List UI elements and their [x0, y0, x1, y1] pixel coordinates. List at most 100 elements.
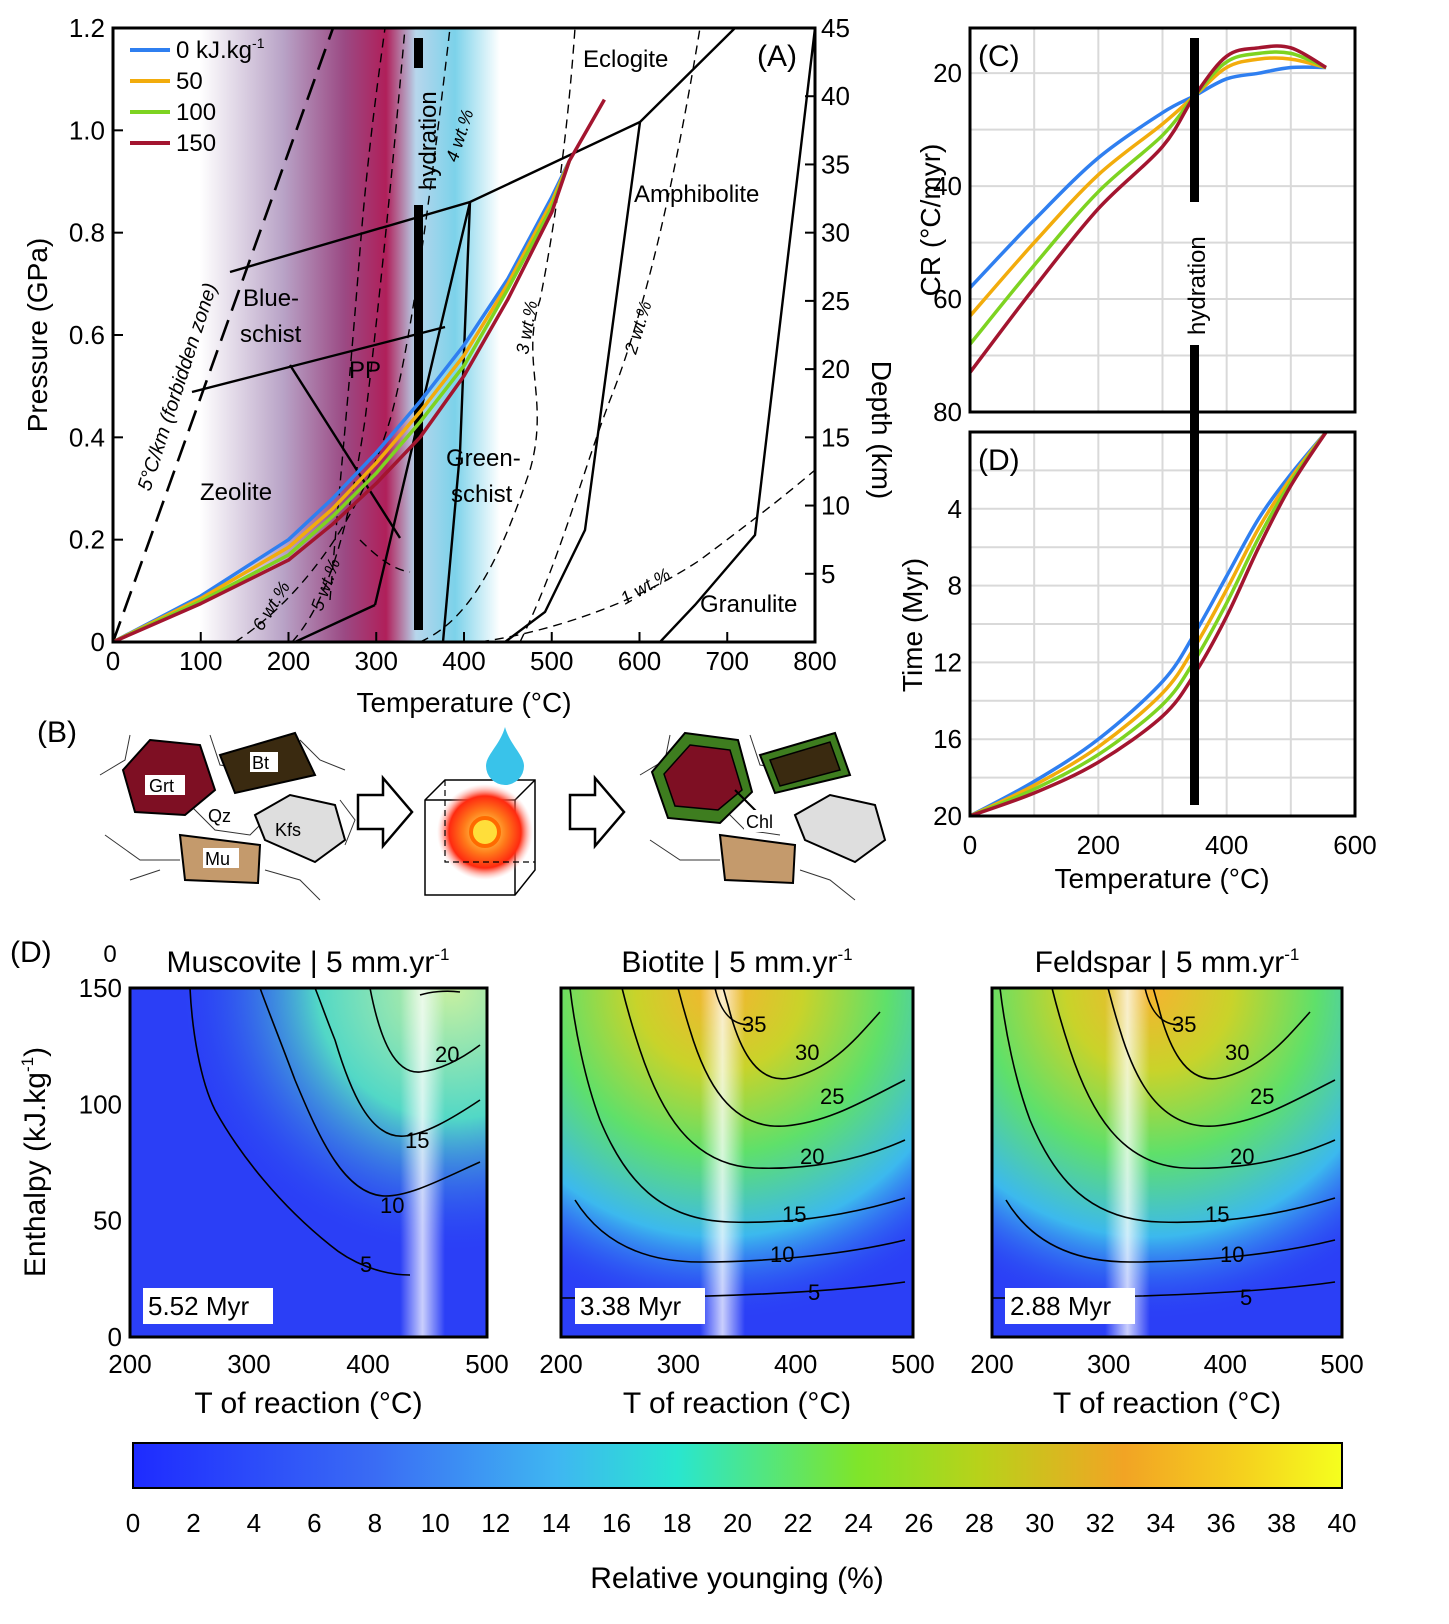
- colorbar-tick-label: 22: [783, 1508, 812, 1538]
- e-xtick-label: 500: [891, 1349, 934, 1379]
- colorbar-tick-label: 24: [844, 1508, 873, 1538]
- ytick-label: 80: [933, 397, 962, 427]
- a-y2tick-label: 35: [821, 149, 850, 179]
- legend-a: 0 kJ.kg-1 50 100 150: [130, 35, 265, 157]
- e-xlabel: T of reaction (°C): [1053, 1387, 1281, 1420]
- e-xtick-label: 300: [1087, 1349, 1130, 1379]
- e-xtick-label: 300: [227, 1349, 270, 1379]
- a-xtick-label: 100: [179, 646, 222, 676]
- panel-e-top-tick: 0: [103, 941, 116, 968]
- chlorite-label-box: [744, 810, 778, 832]
- a-y2tick-label: 20: [821, 354, 850, 384]
- colorbar-tick-label: 10: [421, 1508, 450, 1538]
- colorbar-tick-label: 38: [1267, 1508, 1296, 1538]
- biotite-time-box: [575, 1288, 705, 1324]
- panel-a-y2label: Depth (km): [866, 361, 897, 499]
- contour-label-30: 30: [795, 1040, 819, 1065]
- garnet-grain-right: [663, 744, 743, 811]
- facies-boundaries: [191, 28, 815, 642]
- contour-label-25: 25: [820, 1084, 844, 1109]
- ytick-label: 12: [933, 647, 962, 677]
- legend-label-0: 0 kJ.kg-1: [176, 35, 265, 64]
- xtick-label: 600: [1333, 830, 1376, 860]
- heatmap-feldspar-contours: [991, 987, 1336, 1299]
- hydration-bar-c-top: [1190, 38, 1199, 202]
- arrow-right-icon-2: [568, 774, 626, 850]
- panel-b-label: (B): [37, 716, 77, 749]
- panel-e-heatmaps: (D) 0 5 10 15 20 5.52 Myr Muscovite | 5 …: [10, 936, 1364, 1420]
- muscovite-label: Mu: [205, 849, 230, 869]
- ytick-label: 40: [933, 171, 962, 201]
- contour-label-10: 10: [380, 1193, 404, 1218]
- a-ytick-label: 0.6: [69, 320, 105, 350]
- colorbar-tick-label: 16: [602, 1508, 631, 1538]
- heatmap-muscovite-glow: [400, 988, 445, 1337]
- heatmap-biotite-contours: [560, 987, 906, 1299]
- colorbar-tick-label: 26: [904, 1508, 933, 1538]
- series-c-line-3: [970, 44, 1327, 374]
- garnet-label: Grt: [149, 776, 174, 796]
- a-xtick-label: 400: [442, 646, 485, 676]
- facies-greenschist-2: schist: [451, 481, 513, 508]
- heated-cube: [424, 727, 536, 896]
- series-a-line-2: [113, 160, 571, 642]
- hydration-bar-cd: [1190, 345, 1199, 805]
- e-xtick-label: 500: [465, 1349, 508, 1379]
- panel-a-label: (A): [757, 40, 797, 73]
- e-xtick-label: 400: [774, 1349, 817, 1379]
- e-xtick-label: 300: [657, 1349, 700, 1379]
- a-y2tick-label: 10: [821, 491, 850, 521]
- ytick-label: 8: [948, 571, 962, 601]
- panel-c-frame: [968, 26, 1357, 414]
- a-xtick-label: 700: [706, 646, 749, 676]
- colorbar-label: Relative younging (%): [590, 1562, 883, 1595]
- hydration-label-a: hydration: [415, 91, 442, 190]
- colorbar-tick-label: 0: [126, 1508, 140, 1538]
- panel-a-pt-diagram: (A) Eclogite Amphibolite Blue- schist PP…: [22, 13, 897, 718]
- contour-label-5: 5: [808, 1280, 820, 1305]
- a-xtick-label: 800: [793, 646, 836, 676]
- facies-zeolite: Zeolite: [200, 479, 272, 506]
- e-xlabel: T of reaction (°C): [194, 1387, 422, 1420]
- contour-label-30: 30: [1225, 1040, 1249, 1065]
- heatmap-biotite-glow: [700, 988, 745, 1337]
- colorbar: 0 2 4 6 8 10 12 14 16 18 20 22 24 26 28 30 32 34 36 38 40 Re…: [126, 1442, 1356, 1595]
- ytick-label: 20: [933, 801, 962, 831]
- biotite-label-box: [250, 752, 278, 772]
- a-ytick-label: 0.8: [69, 218, 105, 248]
- contour-label-25: 25: [1250, 1084, 1274, 1109]
- colorbar-tick-label: 28: [965, 1508, 994, 1538]
- heatmap-muscovite-contours: [189, 987, 481, 1276]
- series-a-group: [113, 98, 606, 642]
- e-xtick-label: 200: [539, 1349, 582, 1379]
- series-a-line-3: [113, 98, 606, 642]
- contour-label-20: 20: [435, 1042, 459, 1067]
- contour-label-5: 5: [1240, 1285, 1252, 1310]
- biotite-title: Biotite | 5 mm.yr-1: [621, 945, 852, 979]
- water-drop-icon: [486, 727, 524, 785]
- facies-pp: PP: [349, 357, 381, 384]
- facies-greenschist-1: Green-: [446, 445, 521, 472]
- a-xtick-label: 200: [267, 646, 310, 676]
- hydration-label-c: hydration: [1184, 236, 1211, 335]
- e-xtick-label: 400: [1204, 1349, 1247, 1379]
- heatmap-feldspar-field: [992, 988, 1342, 1337]
- kfeldspar-grain-right: [793, 793, 887, 864]
- series-a-line-0: [113, 160, 571, 642]
- feldspar-time-box: [1005, 1288, 1135, 1324]
- contour-label-35: 35: [742, 1012, 766, 1037]
- series-a-line-1: [113, 160, 571, 642]
- contour-label-10: 10: [1220, 1242, 1244, 1267]
- heatmap-feldspar: 5 10 15 20 25 30 35 2.88 Myr Feldspar | …: [990, 945, 1344, 1339]
- heatmap-biotite-frame: [559, 986, 915, 1339]
- panel-d-axes: 4 8 12 16 200 200 400 600: [933, 494, 1377, 860]
- ytick-label: 16: [933, 724, 962, 754]
- heatmap-biotite: 5 10 15 20 25 30 35 3.38 Myr Biotite | 5…: [559, 945, 915, 1339]
- heatmap-muscovite-frame: [128, 986, 489, 1339]
- kfeldspar-label: Kfs: [275, 820, 301, 840]
- heat-core: [469, 816, 501, 848]
- e-ytick-label: 50: [93, 1206, 122, 1236]
- a-xtick-label: 0: [106, 646, 120, 676]
